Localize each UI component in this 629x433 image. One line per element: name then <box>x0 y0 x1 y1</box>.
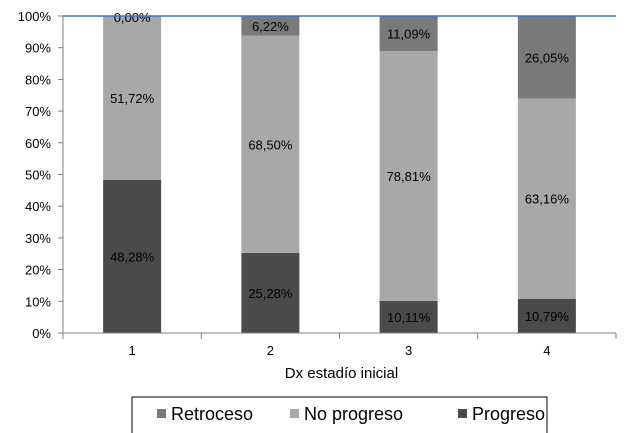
y-tick-label: 20% <box>25 263 51 278</box>
bar-segment-no-progreso <box>103 16 162 180</box>
axes <box>62 15 617 339</box>
x-axis-title: Dx estadío inicial <box>285 365 398 382</box>
data-label: 26,05% <box>525 50 570 65</box>
legend-swatch <box>458 409 467 418</box>
x-tick-label: 4 <box>543 343 550 358</box>
data-label: 0,00% <box>114 10 151 25</box>
data-label: 11,09% <box>387 27 431 42</box>
data-label: 63,16% <box>525 192 570 207</box>
y-tick-label: 10% <box>25 294 51 309</box>
bar-segment-retroceso <box>241 16 300 36</box>
bar-segment-no-progreso <box>379 51 438 301</box>
legend-swatch <box>157 409 166 418</box>
y-tick-label: 60% <box>25 136 51 151</box>
y-tick-label: 0% <box>32 326 51 341</box>
legend-label: Retroceso <box>171 404 253 424</box>
data-label: 6,22% <box>252 19 289 34</box>
bar-segment-progreso <box>241 252 300 333</box>
y-tick-label: 100% <box>18 9 52 24</box>
bar-segment-no-progreso <box>517 98 576 299</box>
bar-segment-retroceso <box>379 15 438 52</box>
x-axis-labels: 1 2 3 4 <box>129 343 551 358</box>
bar-segment-retroceso <box>517 16 576 99</box>
y-tick-label: 90% <box>25 41 51 56</box>
bar-segment-progreso <box>379 300 438 333</box>
x-tick-label: 3 <box>405 343 412 358</box>
y-tick-label: 30% <box>25 231 51 246</box>
data-label: 10,11% <box>387 310 431 325</box>
y-axis-ticks: 0% 10% 20% 30% 40% 50% 60% 70% 80% 90% 100% <box>18 9 63 341</box>
data-label: 68,50% <box>248 137 293 152</box>
legend: Retroceso No progreso Progreso <box>131 396 548 433</box>
legend-box <box>131 396 548 433</box>
y-tick-label: 80% <box>25 72 51 87</box>
legend-label: No progreso <box>304 404 403 424</box>
y-tick-label: 50% <box>25 168 51 183</box>
bar-segment-no-progreso <box>241 35 300 253</box>
y-tick-label: 40% <box>25 199 51 214</box>
legend-label: Progreso <box>472 404 545 424</box>
y-tick-label: 70% <box>25 104 51 119</box>
data-label: 10,79% <box>525 309 570 324</box>
bars: 48,28% 51,72% 0,00% 25,28% 68,50% 6,22% 10,11%… <box>103 10 576 333</box>
x-tick-label: 1 <box>129 343 136 358</box>
data-label: 48,28% <box>110 249 155 264</box>
bar-segment-progreso <box>517 298 576 333</box>
data-label: 25,28% <box>248 286 293 301</box>
data-label: 78,81% <box>387 169 432 184</box>
bar-segment-progreso <box>103 179 162 333</box>
legend-swatch <box>290 409 299 418</box>
data-label: 51,72% <box>110 91 155 106</box>
x-tick-label: 2 <box>267 343 274 358</box>
